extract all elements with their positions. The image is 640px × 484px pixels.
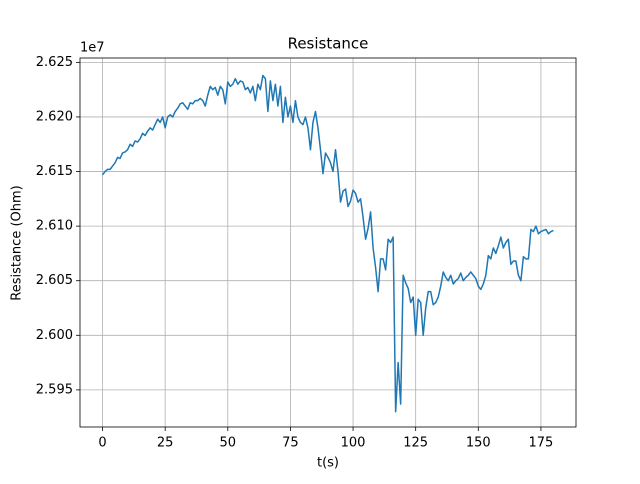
x-tick-label: 100 [341,436,366,451]
x-tick-label: 0 [98,436,106,451]
x-tick-label: 50 [220,436,237,451]
y-tick-label: 2.605 [36,273,73,288]
x-tick-label: 150 [466,436,491,451]
y-tick-label: 2.600 [36,328,73,343]
y-axis-label: Resistance (Ohm) [10,185,25,300]
y-tick-label: 2.620 [36,109,73,124]
data-line [101,74,554,413]
y-offset-text: 1e7 [80,41,105,56]
x-tick-label: 175 [529,436,554,451]
y-tick-label: 2.615 [36,164,73,179]
plot-frame [79,57,577,428]
y-tick-label: 2.595 [36,382,73,397]
x-tick-label: 25 [157,436,174,451]
y-tick-label: 2.610 [36,219,73,234]
x-tick-label: 75 [282,436,299,451]
y-tick-label: 2.625 [36,55,73,70]
x-tick-label: 125 [403,436,428,451]
x-axis-label: t(s) [317,456,339,471]
chart-title: Resistance [288,35,369,53]
